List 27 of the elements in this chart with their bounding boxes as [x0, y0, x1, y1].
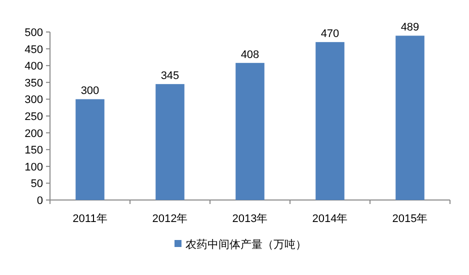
y-tick-label: 300 — [24, 94, 43, 106]
data-label: 470 — [320, 28, 340, 40]
data-label: 345 — [160, 70, 180, 82]
y-tick-label: 100 — [24, 161, 43, 174]
data-label: 408 — [240, 48, 260, 61]
y-tick-label: 200 — [24, 128, 43, 140]
y-tick-label: 250 — [24, 111, 43, 123]
x-tick-label: 2014年 — [312, 213, 348, 225]
y-tick-label: 150 — [24, 144, 43, 157]
y-tick-label: 400 — [24, 60, 43, 73]
y-tick-label: 500 — [24, 27, 43, 39]
bar — [316, 42, 344, 200]
data-label: 489 — [400, 22, 420, 34]
legend-label: 农药中间体产量（万吨） — [186, 238, 306, 251]
bar — [156, 84, 184, 200]
y-tick-label: 50 — [30, 178, 43, 190]
data-label: 300 — [80, 85, 100, 98]
x-tick-label: 2013年 — [232, 213, 268, 225]
y-tick-label: 350 — [24, 77, 43, 90]
x-tick-label: 2011年 — [72, 213, 108, 225]
bar — [76, 99, 104, 200]
bar — [236, 62, 264, 200]
x-tick-label: 2012年 — [152, 213, 188, 225]
bar — [396, 36, 424, 200]
y-tick-label: 0 — [36, 195, 43, 207]
y-tick-label: 450 — [24, 44, 43, 56]
x-tick-label: 2015年 — [392, 213, 428, 225]
